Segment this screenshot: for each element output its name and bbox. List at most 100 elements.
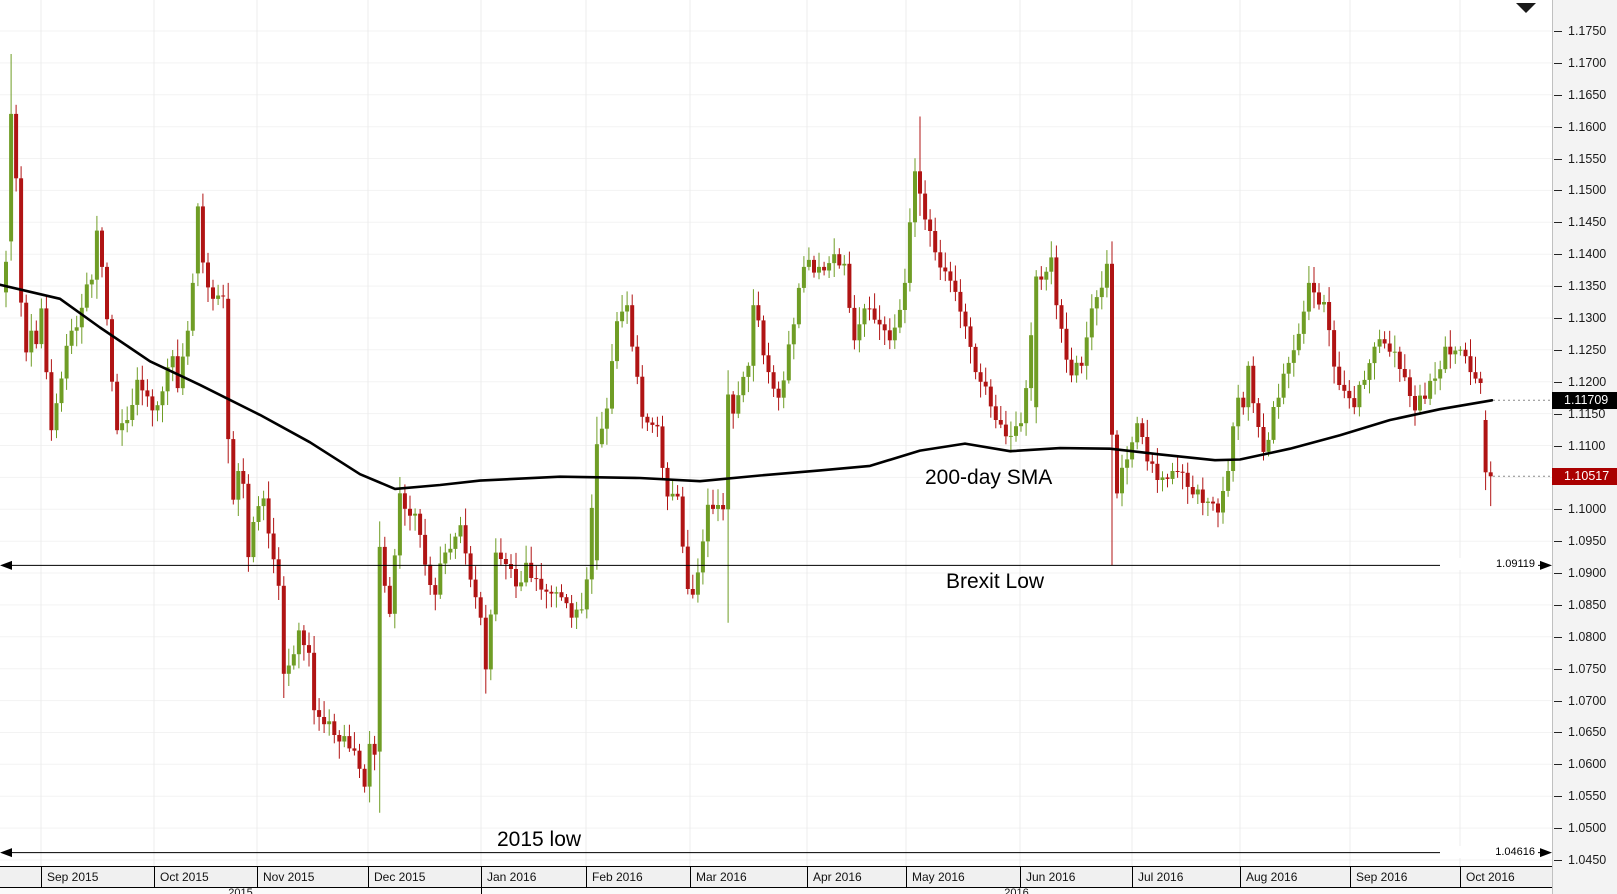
month-tick — [690, 867, 691, 887]
price-tick-label: 1.1550 — [1568, 151, 1607, 166]
price-tick: 1.1200 — [1553, 374, 1617, 390]
left-arrow-icon — [0, 848, 12, 858]
price-tick-label: 1.0950 — [1568, 534, 1607, 549]
price-tick: 1.0650 — [1553, 724, 1617, 740]
price-tick: 1.1000 — [1553, 501, 1617, 517]
left-arrow-icon — [0, 560, 12, 570]
month-tick — [807, 867, 808, 887]
tick-dash — [1554, 222, 1562, 224]
month-tick — [586, 867, 587, 887]
price-tick-label: 1.0600 — [1568, 757, 1607, 772]
tick-dash — [1554, 604, 1562, 606]
hline-brexit-low — [0, 560, 1552, 570]
price-tick-label: 1.0800 — [1568, 629, 1607, 644]
price-tick: 1.1650 — [1553, 87, 1617, 103]
price-tick: 1.1250 — [1553, 342, 1617, 358]
month-tick — [1132, 867, 1133, 887]
price-tick-label: 1.0650 — [1568, 725, 1607, 740]
price-tick-label: 1.1250 — [1568, 342, 1607, 357]
tick-dash — [1554, 413, 1562, 415]
tick-dash — [1554, 668, 1562, 670]
year-axis: 2015 2016 — [0, 888, 1552, 894]
price-tick: 1.1600 — [1553, 119, 1617, 135]
tick-dash — [1554, 286, 1562, 288]
price-tick: 1.1700 — [1553, 55, 1617, 71]
price-tick-label: 1.1450 — [1568, 215, 1607, 230]
price-tick: 1.1500 — [1553, 182, 1617, 198]
tick-dash — [1554, 317, 1562, 319]
year-label: 2015 — [228, 888, 253, 894]
price-tick-label: 1.1150 — [1568, 406, 1606, 421]
price-tick-label: 1.1000 — [1568, 502, 1607, 517]
candlestick-plot — [0, 0, 1552, 866]
tick-dash — [1554, 445, 1562, 447]
tick-dash — [1554, 158, 1562, 160]
price-tick: 1.1550 — [1553, 151, 1617, 167]
year-divider — [481, 888, 482, 894]
price-tick-label: 1.0450 — [1568, 853, 1607, 867]
price-tick-label: 1.1200 — [1568, 374, 1607, 389]
scroll-to-end-arrow-icon[interactable] — [1516, 3, 1536, 13]
brexit-low-annotation: Brexit Low — [946, 570, 1045, 593]
price-tick-label: 1.1650 — [1568, 87, 1607, 102]
tick-dash — [1554, 126, 1562, 128]
tick-dash — [1554, 796, 1562, 798]
price-tick: 1.1300 — [1553, 310, 1617, 326]
tick-dash — [1554, 828, 1562, 830]
tick-dash — [1554, 190, 1562, 192]
price-axis-panel[interactable]: 1.1750 1.1700 1.1650 1.1600 1.1550 1.1500 1.14… — [1552, 0, 1617, 894]
2015-low-annotation: 2015 low — [497, 828, 582, 851]
month-label: May 2016 — [912, 870, 965, 884]
right-arrow-icon — [1540, 560, 1552, 570]
month-label: Dec 2015 — [374, 870, 426, 884]
price-tick-label: 1.0750 — [1568, 661, 1607, 676]
price-tick-label: 1.0900 — [1568, 566, 1607, 581]
right-arrow-icon — [1540, 848, 1552, 858]
month-label: Sep 2015 — [47, 870, 99, 884]
price-tick: 1.0450 — [1553, 852, 1617, 868]
price-tick: 1.0550 — [1553, 788, 1617, 804]
month-label: Jul 2016 — [1138, 870, 1184, 884]
month-label: Oct 2016 — [1466, 870, 1515, 884]
last-price-tag: 1.10517 — [1552, 467, 1617, 485]
tick-dash — [1554, 573, 1562, 575]
price-tick: 1.0600 — [1553, 756, 1617, 772]
month-label: Nov 2015 — [263, 870, 315, 884]
price-tick: 1.1450 — [1553, 214, 1617, 230]
tick-dash — [1554, 94, 1562, 96]
month-label: Mar 2016 — [696, 870, 747, 884]
sma-annotation: 200-day SMA — [925, 466, 1053, 489]
month-label: Apr 2016 — [813, 870, 862, 884]
price-tick-label: 1.0850 — [1568, 597, 1607, 612]
sma-price-tag: 1.11709 — [1552, 391, 1617, 409]
month-label: Feb 2016 — [592, 870, 643, 884]
month-tick — [154, 867, 155, 887]
price-tick-label: 1.1600 — [1568, 119, 1607, 134]
date-axis[interactable]: Sep 2015 Oct 2015 Nov 2015 Dec 2015 Jan 2016… — [0, 866, 1552, 888]
candle-bodies — [4, 113, 1493, 787]
price-tick-label: 1.1100 — [1568, 438, 1606, 453]
month-tick — [481, 867, 482, 887]
year-label: 2016 — [1004, 888, 1029, 894]
tick-dash — [1554, 700, 1562, 702]
price-tick-label: 1.1300 — [1568, 310, 1607, 325]
hline-2015-low — [0, 848, 1552, 858]
price-tick: 1.0500 — [1553, 820, 1617, 836]
price-tick-label: 1.1350 — [1568, 279, 1607, 294]
tick-dash — [1554, 31, 1562, 32]
price-tick: 1.0900 — [1553, 565, 1617, 581]
month-label: Jun 2016 — [1026, 870, 1076, 884]
price-tick: 1.0800 — [1553, 629, 1617, 645]
price-tick: 1.1400 — [1553, 246, 1617, 262]
price-tick: 1.0850 — [1553, 597, 1617, 613]
sma-line — [0, 283, 1494, 491]
price-tick: 1.1150 — [1553, 406, 1617, 422]
tick-dash — [1554, 732, 1562, 734]
price-tick: 1.0750 — [1553, 661, 1617, 677]
tick-dash — [1554, 541, 1562, 543]
month-tick — [1240, 867, 1241, 887]
month-tick — [368, 867, 369, 887]
month-tick — [906, 867, 907, 887]
tick-dash — [1554, 636, 1562, 638]
